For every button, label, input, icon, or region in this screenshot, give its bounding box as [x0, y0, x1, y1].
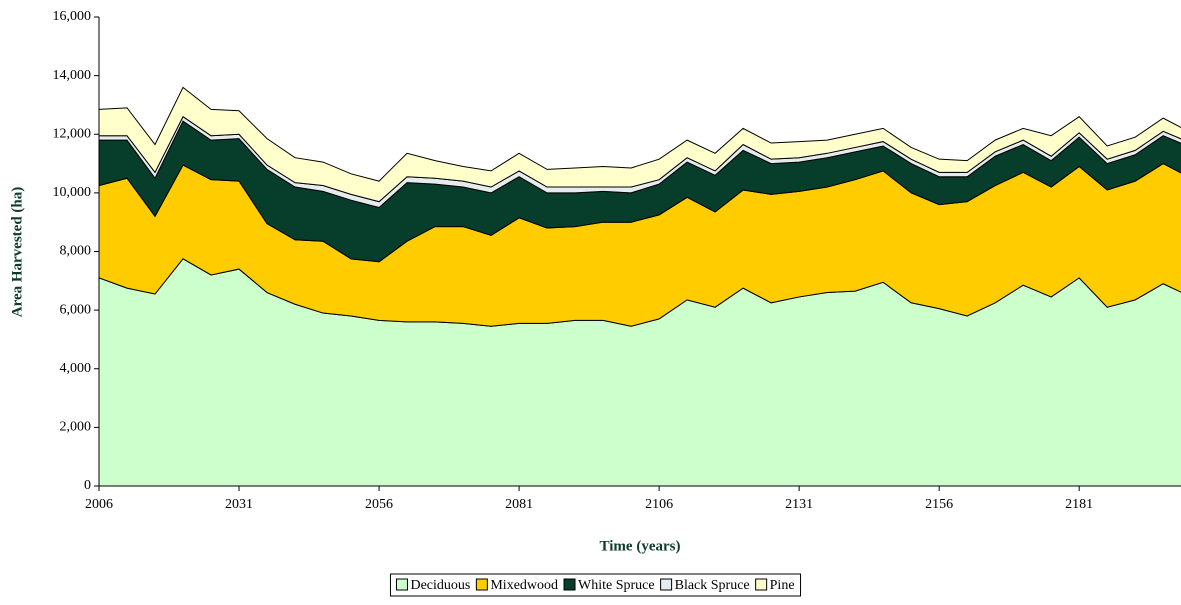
y-tick-label: 8,000: [60, 244, 92, 259]
legend-swatch: [395, 578, 408, 591]
legend-swatch: [755, 578, 768, 591]
x-axis-title: Time (years): [600, 538, 681, 554]
legend-label: Pine: [770, 578, 795, 593]
legend-label: Black Spruce: [675, 578, 750, 593]
x-tick-label: 2081: [505, 497, 533, 512]
y-tick-label: 16,000: [53, 9, 92, 24]
y-tick-label: 2,000: [60, 420, 92, 435]
legend-label: Mixedwood: [490, 578, 558, 593]
x-tick-label: 2006: [85, 497, 113, 512]
legend-swatch: [475, 578, 488, 591]
y-tick-label: 4,000: [60, 361, 92, 376]
x-tick-label: 2156: [925, 497, 953, 512]
y-tick-label: 10,000: [53, 185, 92, 200]
legend-swatch: [563, 578, 576, 591]
x-tick-label: 2106: [645, 497, 673, 512]
y-tick-label: 14,000: [53, 68, 92, 83]
legend-frame: [389, 573, 802, 597]
x-tick-label: 2056: [365, 497, 393, 512]
y-tick-label: 6,000: [60, 302, 92, 317]
legend: Deciduous Mixedwood White Spruce Black Spru…: [389, 573, 802, 597]
legend-label: White Spruce: [578, 578, 655, 593]
x-tick-label: 2031: [225, 497, 253, 512]
y-tick-label: 0: [84, 478, 91, 493]
y-axis-title: Area Harvested (ha): [9, 187, 25, 318]
areas: [99, 86, 1181, 487]
legend-label: Deciduous: [410, 578, 470, 593]
area: [99, 86, 1181, 203]
x-tick-label: 2181: [1065, 497, 1093, 512]
legend-swatch: [660, 578, 673, 591]
y-tick-label: 12,000: [53, 126, 92, 141]
x-tick-label: 2131: [785, 497, 813, 512]
